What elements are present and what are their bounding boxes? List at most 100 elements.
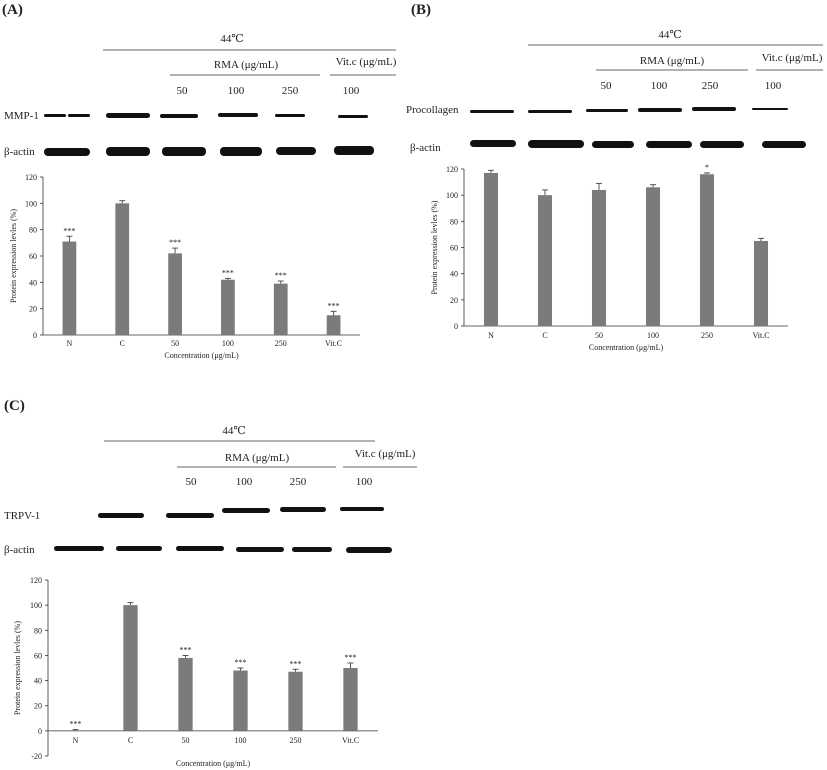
panel-b: (B) 44℃ RMA (μg/mL) Vit.c (μg/mL) 50 100… <box>406 2 823 352</box>
x-category-label: N <box>67 339 73 348</box>
blot-band <box>280 507 326 512</box>
panel-b-temp-header: 44℃ <box>658 29 681 41</box>
blot-band <box>106 113 150 118</box>
panel-a-conc-label: 100 <box>228 85 245 97</box>
panel-c-conc-label: 50 <box>186 476 198 488</box>
panel-a-temp-header: 44℃ <box>220 33 243 45</box>
significance-marker: *** <box>275 271 287 280</box>
panel-b-blot-label: Procollagen <box>406 104 459 116</box>
bar <box>699 174 715 326</box>
panel-a-blot-label: MMP-1 <box>4 110 39 122</box>
y-tick-label: 40 <box>29 278 37 287</box>
x-category-label: 100 <box>222 339 234 348</box>
blot-band <box>346 547 392 553</box>
x-category-label: Vit.C <box>325 339 342 348</box>
y-tick-label: 100 <box>446 191 458 200</box>
blot-band <box>470 140 516 147</box>
significance-marker: *** <box>70 720 82 729</box>
panel-a-blot-label: β-actin <box>4 146 35 158</box>
y-tick-label: 0 <box>454 322 458 331</box>
bar <box>591 189 607 326</box>
y-axis-title: Protein expression levles (%) <box>9 209 18 303</box>
blot-band <box>220 147 262 156</box>
y-tick-label: 60 <box>450 244 458 253</box>
panel-a-bar-chart: 0 20 40 60 80 100 120 *** N C *** 50 *** 100 *** 250 ***… <box>9 173 360 360</box>
panel-a-western-blot <box>44 113 374 156</box>
y-tick-label: 120 <box>30 576 42 585</box>
y-tick-label: 40 <box>450 270 458 279</box>
y-tick-label: 80 <box>34 626 42 635</box>
panel-b-rma-header: RMA (μg/mL) <box>640 55 705 67</box>
bar <box>343 668 358 731</box>
panel-c-temp-header: 44℃ <box>222 425 245 437</box>
y-tick-label: -20 <box>31 752 42 761</box>
panel-c-vitc-header: Vit.c (μg/mL) <box>355 448 416 460</box>
panel-a: (A) 44℃ RMA (μg/mL) Vit.c (μg/mL) 50 100… <box>2 2 397 360</box>
significance-marker: *** <box>290 659 302 668</box>
bar <box>273 283 288 335</box>
y-tick-label: 20 <box>34 702 42 711</box>
blot-band <box>160 114 198 118</box>
bar <box>288 671 303 731</box>
bar <box>115 203 130 335</box>
panel-c-conc-label: 250 <box>290 476 307 488</box>
panel-a-rma-header: RMA (μg/mL) <box>214 59 279 71</box>
panel-c-label: (C) <box>4 398 25 414</box>
blot-band <box>222 508 270 513</box>
significance-marker: *** <box>328 301 340 310</box>
x-axis-title: Concentration (μg/mL) <box>164 351 239 360</box>
blot-band <box>276 147 316 155</box>
y-tick-label: 40 <box>34 677 42 686</box>
significance-marker: *** <box>222 268 234 277</box>
x-category-label: 250 <box>701 331 713 340</box>
x-category-label: 50 <box>182 736 190 745</box>
y-axis-title: Protein expression levles (%) <box>430 200 439 294</box>
panel-c-blot-label: TRPV-1 <box>4 510 40 522</box>
panel-b-bar-chart: 0 20 40 60 80 100 120 N C 50 100 * 250 Vit.C Concentra… <box>430 163 788 352</box>
significance-marker: *** <box>180 645 192 654</box>
panel-c-conc-label: 100 <box>356 476 373 488</box>
blot-band <box>470 110 514 113</box>
y-tick-label: 120 <box>25 173 37 182</box>
blot-band <box>646 141 692 148</box>
y-tick-label: 100 <box>25 199 37 208</box>
blot-band <box>338 115 368 118</box>
significance-marker: *** <box>235 658 247 667</box>
x-category-label: 250 <box>275 339 287 348</box>
significance-marker: *** <box>63 226 75 235</box>
y-tick-label: 100 <box>30 601 42 610</box>
y-tick-label: 0 <box>38 727 42 736</box>
blot-band <box>275 114 305 117</box>
panel-c-blot-label: β-actin <box>4 544 35 556</box>
y-tick-label: 120 <box>446 165 458 174</box>
blot-band <box>700 141 744 148</box>
blot-band <box>176 546 224 551</box>
bar <box>537 195 553 326</box>
panel-b-blot-label: β-actin <box>410 142 441 154</box>
blot-band <box>106 147 150 156</box>
x-category-label: 100 <box>647 331 659 340</box>
y-tick-label: 60 <box>29 252 37 261</box>
y-tick-label: 0 <box>33 331 37 340</box>
bar <box>645 187 661 326</box>
bar <box>62 241 77 335</box>
x-category-label: 50 <box>171 339 179 348</box>
x-axis-title: Concentration (μg/mL) <box>589 343 664 352</box>
y-tick-label: 80 <box>29 226 37 235</box>
blot-band <box>98 513 144 518</box>
blot-band <box>68 114 90 117</box>
panel-a-conc-label: 250 <box>282 85 299 97</box>
x-axis-title: Concentration (μg/mL) <box>176 759 251 768</box>
blot-band <box>762 141 806 148</box>
panel-a-label: (A) <box>2 2 23 18</box>
blot-band <box>116 546 162 551</box>
blot-band <box>44 114 66 117</box>
bar <box>221 279 235 335</box>
panel-c-bar-chart: -20 0 20 40 60 80 100 120 *** N C *** 50 *** 100 *** 250… <box>13 576 378 768</box>
blot-band <box>334 146 374 155</box>
blot-band <box>44 148 90 156</box>
panel-a-vitc-header: Vit.c (μg/mL) <box>336 56 397 68</box>
bar <box>233 670 248 731</box>
blot-band <box>236 547 284 552</box>
